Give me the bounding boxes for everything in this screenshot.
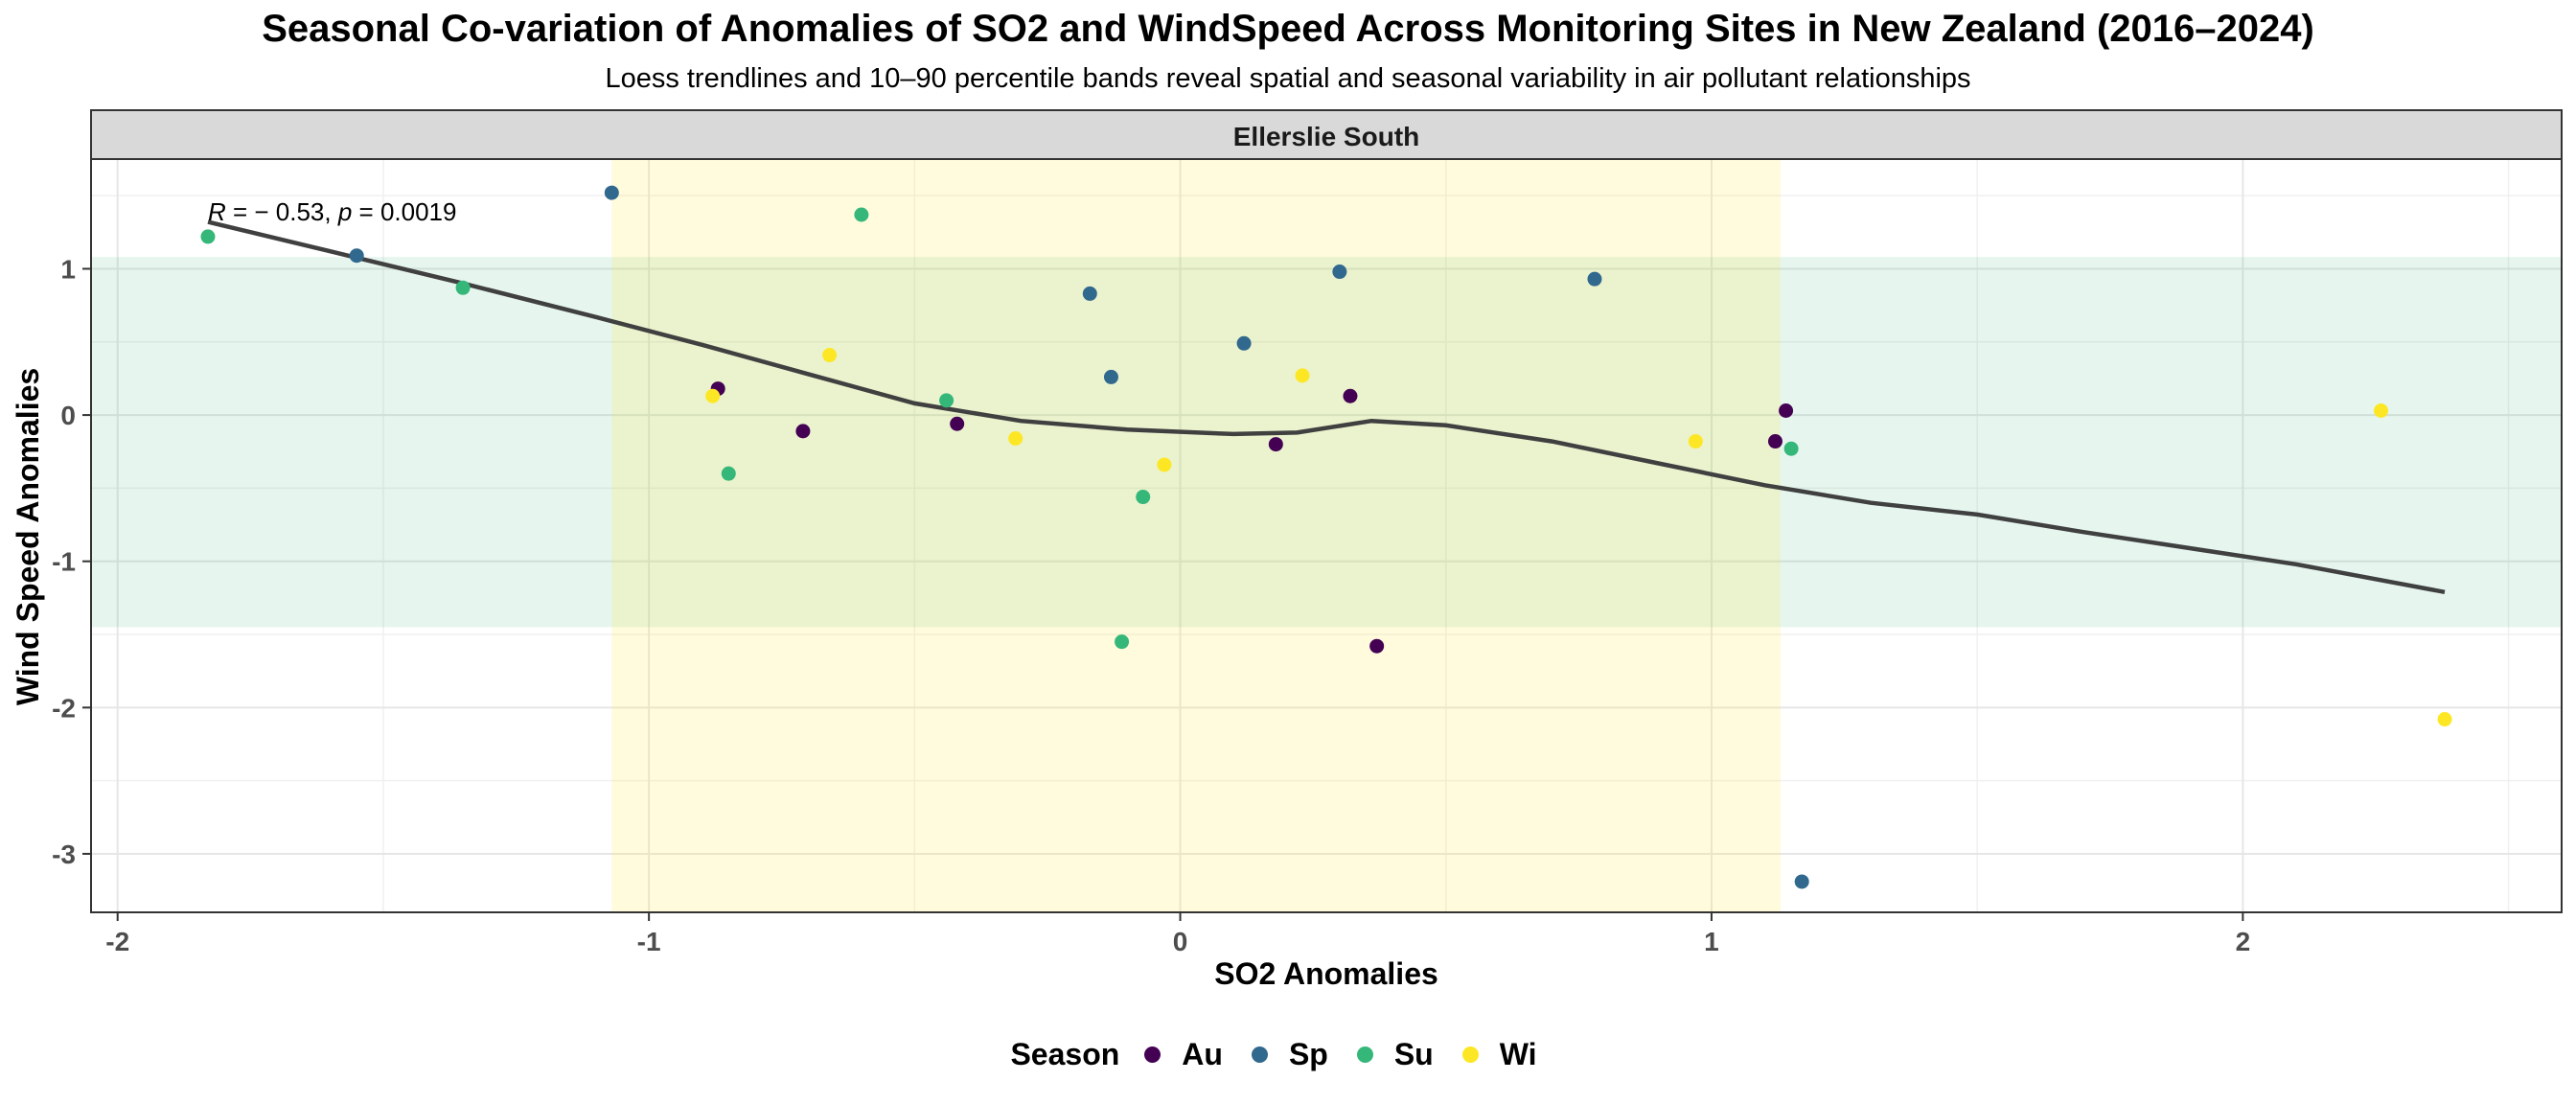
y-percentile-band [91, 257, 2562, 628]
legend-label-sp: Sp [1288, 1036, 1328, 1071]
data-point-sp [1587, 271, 1602, 287]
data-point-sp [604, 185, 619, 200]
y-tick-label: -1 [52, 547, 76, 577]
legend-key-su [1356, 1046, 1373, 1063]
loess-trendline [207, 219, 2446, 595]
data-point-sp [1332, 264, 1347, 280]
data-point-su [200, 229, 216, 244]
x-tick-label: 0 [1173, 927, 1188, 956]
data-point-su [1136, 490, 1151, 505]
y-axis-label: Wind Speed Anomalies [11, 368, 45, 705]
data-point-su [721, 466, 736, 481]
y-tick-label: 1 [60, 254, 76, 284]
legend-label-su: Su [1393, 1036, 1434, 1071]
panel-background [91, 159, 2562, 912]
legend-key-au [1144, 1046, 1162, 1063]
x-tick-label: -1 [637, 927, 661, 956]
y-tick-label: -2 [52, 693, 76, 723]
y-tick-label: -3 [52, 840, 76, 869]
plot-panel: R = − 0.53, p = 0.0019 [90, 158, 2563, 913]
legend-item-wi: Wi [1461, 1036, 1537, 1072]
data-point-wi [1008, 431, 1024, 447]
data-point-wi [705, 388, 721, 403]
data-point-sp [1103, 369, 1118, 384]
x-percentile-band [611, 159, 1782, 912]
data-point-sp [1236, 335, 1252, 351]
data-point-wi [2374, 403, 2389, 419]
data-point-au [1779, 403, 1794, 419]
legend-label-wi: Wi [1499, 1036, 1537, 1071]
data-point-au [1369, 638, 1385, 654]
x-tick-label: -2 [105, 927, 129, 956]
legend-item-au: Au [1144, 1037, 1223, 1072]
data-point-wi [2437, 712, 2452, 727]
x-axis-label: SO2 Anomalies [1214, 956, 1438, 991]
data-point-au [1268, 437, 1283, 452]
data-point-su [854, 207, 869, 222]
y-tick-label: 0 [60, 401, 76, 430]
data-point-su [1115, 634, 1130, 650]
legend-item-su: Su [1356, 1036, 1434, 1072]
data-point-sp [1794, 874, 1809, 889]
data-point-wi [1295, 368, 1310, 383]
data-point-au [1343, 388, 1358, 403]
chart-title: Seasonal Co-variation of Anomalies of SO… [262, 8, 2314, 50]
chart-subtitle: Loess trendlines and 10–90 percentile ba… [605, 63, 1971, 94]
facet-strip [90, 109, 2563, 160]
legend: Season Au Sp Su Wi [0, 1035, 2576, 1073]
correlation-annotation: R = − 0.53, p = 0.0019 [208, 197, 457, 226]
data-point-wi [822, 348, 838, 363]
facet-label: Ellerslie South [1233, 122, 1420, 151]
legend-title: Season [1010, 1036, 1120, 1071]
x-tick-label: 1 [1704, 927, 1719, 956]
data-point-au [795, 424, 811, 439]
data-point-sp [349, 248, 364, 264]
data-point-su [939, 393, 954, 408]
data-point-su [1783, 441, 1799, 456]
legend-label-au: Au [1182, 1036, 1223, 1071]
data-point-au [1767, 434, 1782, 449]
data-point-wi [1688, 434, 1703, 449]
legend-key-sp [1251, 1046, 1268, 1063]
data-point-su [455, 280, 471, 295]
data-point-wi [1157, 457, 1172, 472]
legend-key-wi [1461, 1046, 1479, 1063]
data-point-sp [1082, 286, 1097, 301]
data-point-au [950, 416, 965, 431]
x-tick-label: 2 [2236, 927, 2251, 956]
legend-item-sp: Sp [1251, 1036, 1328, 1072]
